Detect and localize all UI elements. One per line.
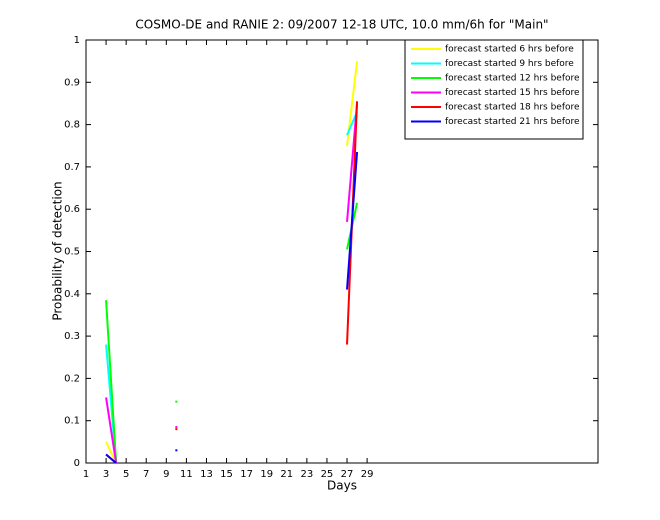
series-line (346, 152, 359, 290)
y-tick-label: 0.3 (64, 331, 80, 342)
x-tick-label: 19 (260, 469, 273, 480)
legend-label: forecast started 12 hrs before (445, 74, 580, 84)
x-tick-label: 23 (300, 469, 313, 480)
data-point (175, 426, 178, 429)
y-tick-label: 0.8 (64, 120, 80, 131)
x-tick-label: 27 (341, 469, 354, 480)
x-tick-label: 25 (321, 469, 334, 480)
x-tick-label: 1 (83, 469, 89, 480)
data-point (175, 400, 178, 403)
legend-label: forecast started 15 hrs before (445, 88, 580, 98)
legend-label: forecast started 18 hrs before (445, 103, 580, 113)
series-line (105, 453, 117, 464)
x-tick-label: 21 (280, 469, 293, 480)
series-line (105, 300, 118, 464)
x-axis-label: Days (327, 479, 357, 493)
x-tick-label: 3 (103, 469, 109, 480)
y-tick-label: 0.7 (64, 162, 80, 173)
chart-title: COSMO-DE and RANIE 2: 09/2007 12-18 UTC,… (135, 18, 548, 32)
y-axis-label: Probability of detection (51, 181, 65, 320)
x-tick-label: 11 (180, 469, 193, 480)
data-point (175, 449, 178, 452)
x-tick-label: 13 (200, 469, 213, 480)
data-point (175, 428, 178, 431)
legend-label: forecast started 21 hrs before (445, 117, 580, 127)
y-tick-label: 0 (74, 458, 80, 469)
y-tick-label: 0.4 (64, 289, 80, 300)
x-tick-label: 17 (240, 469, 253, 480)
series-line (105, 441, 118, 464)
x-tick-label: 29 (361, 469, 374, 480)
y-tick-label: 0.5 (64, 247, 80, 258)
y-tick-label: 0.9 (64, 77, 80, 88)
legend-label: forecast started 6 hrs before (445, 45, 574, 55)
y-tick-label: 1 (74, 35, 80, 46)
y-tick-label: 0.1 (64, 416, 80, 427)
x-tick-label: 5 (123, 469, 129, 480)
x-tick-label: 15 (220, 469, 233, 480)
y-tick-label: 0.6 (64, 204, 80, 215)
series-line (105, 397, 118, 464)
legend-label: forecast started 9 hrs before (445, 59, 574, 69)
x-tick-label: 9 (163, 469, 169, 480)
y-tick-label: 0.2 (64, 373, 80, 384)
x-tick-label: 7 (143, 469, 149, 480)
